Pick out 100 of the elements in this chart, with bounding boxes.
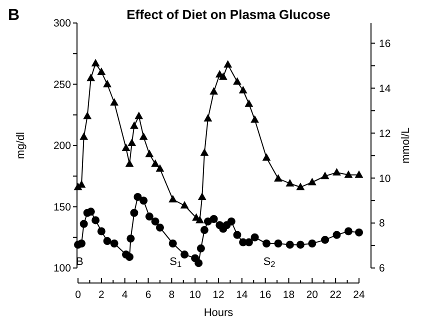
point bbox=[180, 250, 189, 259]
point bbox=[262, 153, 271, 161]
chart-title: Effect of Diet on Plasma Glucose bbox=[126, 7, 330, 22]
point bbox=[110, 240, 118, 248]
point bbox=[168, 194, 178, 202]
point bbox=[151, 217, 160, 226]
point bbox=[200, 226, 208, 234]
point bbox=[238, 86, 248, 94]
point bbox=[83, 112, 92, 120]
point bbox=[97, 68, 106, 75]
point bbox=[224, 60, 232, 68]
point bbox=[233, 230, 242, 239]
point bbox=[194, 259, 203, 268]
point bbox=[140, 196, 148, 205]
x-tick-label: 20 bbox=[306, 289, 318, 301]
y-tick-label: 200 bbox=[53, 140, 72, 152]
point bbox=[250, 115, 259, 123]
x-tick-label: 16 bbox=[259, 289, 272, 301]
point bbox=[86, 208, 95, 216]
y-tick-label: 300 bbox=[53, 18, 72, 30]
point bbox=[355, 228, 363, 236]
x-tick-label: 0 bbox=[75, 289, 82, 301]
y2-tick-label: 12 bbox=[379, 128, 391, 140]
x-axis-title: Hours bbox=[204, 307, 234, 319]
point bbox=[210, 87, 218, 95]
point bbox=[80, 220, 88, 228]
point bbox=[274, 240, 282, 248]
point bbox=[308, 240, 316, 248]
point bbox=[308, 178, 316, 186]
x-tick-label: 4 bbox=[122, 289, 128, 301]
x-tick-label: 8 bbox=[168, 289, 175, 301]
point bbox=[156, 224, 164, 232]
x-tick-label: 10 bbox=[189, 289, 202, 301]
point bbox=[244, 99, 254, 107]
y2-tick-label: 6 bbox=[379, 262, 385, 275]
point bbox=[145, 150, 154, 158]
point bbox=[296, 240, 304, 249]
point bbox=[126, 234, 135, 243]
point bbox=[156, 164, 164, 172]
y2-tick-label: 8 bbox=[379, 218, 385, 230]
point bbox=[250, 233, 259, 242]
point bbox=[204, 114, 212, 122]
x-tick-label: 22 bbox=[330, 289, 342, 301]
point bbox=[286, 240, 294, 249]
point bbox=[320, 172, 330, 180]
point bbox=[332, 230, 341, 239]
point bbox=[200, 148, 209, 156]
point bbox=[198, 192, 206, 200]
point bbox=[92, 216, 100, 224]
point bbox=[103, 237, 112, 246]
point bbox=[103, 80, 112, 88]
point bbox=[180, 201, 189, 209]
y2-tick-label: 10 bbox=[379, 172, 391, 185]
x-tick-label: 12 bbox=[212, 289, 224, 301]
point bbox=[204, 217, 212, 226]
annotation: S$_{1}$ bbox=[170, 256, 182, 269]
y-tick-label: 100 bbox=[53, 262, 72, 275]
annotation: S$_{2}$ bbox=[263, 256, 276, 269]
point bbox=[168, 240, 177, 248]
point bbox=[139, 132, 148, 140]
point bbox=[125, 159, 134, 167]
point bbox=[321, 236, 330, 244]
y2-tick-label: 14 bbox=[379, 82, 391, 95]
point bbox=[122, 143, 130, 151]
y2-tick-label: 16 bbox=[379, 38, 391, 50]
point bbox=[296, 182, 305, 190]
point bbox=[130, 208, 138, 217]
point bbox=[196, 216, 204, 224]
point bbox=[126, 252, 134, 261]
point bbox=[274, 174, 282, 182]
point bbox=[134, 192, 142, 201]
point bbox=[128, 138, 136, 146]
point bbox=[344, 227, 352, 236]
point bbox=[97, 227, 106, 236]
point bbox=[80, 132, 88, 140]
point bbox=[91, 58, 100, 66]
point bbox=[227, 217, 236, 226]
x-tick-label: 14 bbox=[236, 289, 248, 301]
x-tick-label: 2 bbox=[98, 289, 104, 301]
point bbox=[145, 212, 154, 221]
point bbox=[151, 159, 160, 167]
point bbox=[218, 72, 228, 80]
point bbox=[78, 240, 86, 248]
point bbox=[233, 77, 242, 85]
point bbox=[86, 74, 96, 82]
x-tick-label: 24 bbox=[353, 289, 365, 301]
x-tick-label: 6 bbox=[145, 289, 152, 301]
y-tick-label: 250 bbox=[53, 78, 72, 91]
point bbox=[130, 121, 138, 129]
point bbox=[110, 98, 118, 106]
point bbox=[286, 178, 294, 186]
y-axis-title: mg/dl bbox=[15, 132, 27, 159]
point bbox=[354, 170, 364, 178]
point bbox=[196, 244, 205, 252]
point bbox=[262, 240, 271, 248]
x-tick-label: 18 bbox=[282, 289, 295, 301]
point bbox=[134, 112, 144, 120]
y-tick-label: 150 bbox=[53, 201, 72, 214]
text: B bbox=[8, 7, 20, 24]
y2-axis-title: mmol/L bbox=[400, 127, 412, 164]
